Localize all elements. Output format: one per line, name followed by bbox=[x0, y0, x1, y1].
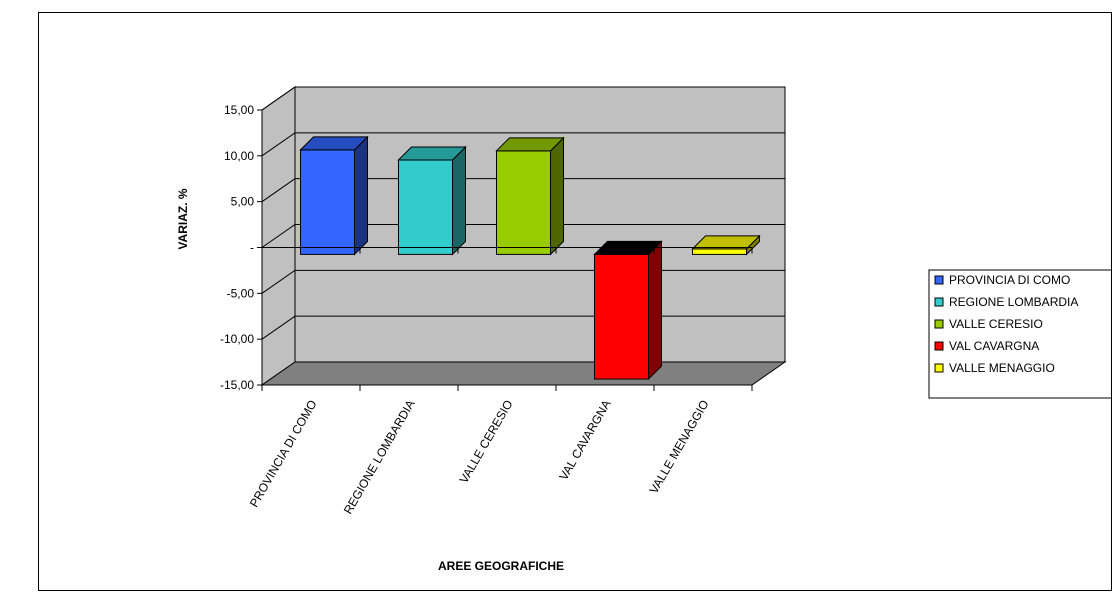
gridline bbox=[261, 178, 785, 203]
legend-item: VALLE MENAGGIO bbox=[934, 361, 1055, 375]
legend-label: REGIONE LOMBARDIA bbox=[949, 295, 1078, 309]
legend: PROVINCIA DI COMO REGIONE LOMBARDIA VALLE … bbox=[928, 269, 1111, 399]
gridline bbox=[261, 86, 785, 111]
legend-label: VALLE CERESIO bbox=[949, 317, 1043, 331]
legend-label: VAL CAVARGNA bbox=[949, 339, 1039, 353]
x-tick-label: PROVINCIA DI COMO bbox=[247, 398, 320, 510]
legend-swatch bbox=[934, 363, 944, 373]
bar-top bbox=[691, 235, 761, 250]
x-tick-label: VAL CAVARGNA bbox=[556, 398, 613, 483]
y-axis-title: VARIAZ. % bbox=[176, 188, 190, 249]
bar-front bbox=[496, 150, 551, 255]
legend-swatch bbox=[934, 319, 944, 329]
legend-swatch bbox=[934, 297, 944, 307]
bar-front bbox=[300, 149, 355, 255]
bar-1 bbox=[299, 135, 369, 256]
floor bbox=[260, 361, 787, 386]
legend-item: VAL CAVARGNA bbox=[934, 339, 1039, 353]
bar-chart: 15,00 10,00 5,00 - -5,00 -10,00 -15,00 PROVINC… bbox=[176, 86, 1111, 573]
legend-swatch bbox=[934, 341, 944, 351]
y-tick-label: -15,00 bbox=[220, 378, 254, 392]
bar-side bbox=[648, 240, 662, 381]
bar-2 bbox=[397, 145, 467, 256]
bar-top bbox=[397, 146, 467, 161]
x-tick-label: VALLE CERESIO bbox=[457, 398, 516, 486]
y-tick-label: 15,00 bbox=[224, 103, 254, 117]
bar-side bbox=[550, 136, 564, 256]
bar-side bbox=[452, 145, 466, 256]
x-tick-label: VALLE MENAGGIO bbox=[647, 398, 712, 497]
bar-top bbox=[299, 136, 369, 151]
bar-front bbox=[692, 248, 747, 255]
axes bbox=[257, 109, 753, 391]
legend-item: VALLE CERESIO bbox=[934, 317, 1043, 331]
legend-item: PROVINCIA DI COMO bbox=[934, 273, 1070, 287]
legend-item: REGIONE LOMBARDIA bbox=[934, 295, 1078, 309]
gridline bbox=[261, 132, 785, 157]
bar-5 bbox=[691, 234, 761, 256]
y-tick-label: 5,00 bbox=[231, 195, 255, 209]
x-axis-title: AREE GEOGRAFICHE bbox=[438, 559, 564, 573]
bars bbox=[299, 135, 761, 381]
y-tick-label: -10,00 bbox=[220, 332, 254, 346]
y-tick-label: - bbox=[250, 241, 254, 255]
bar-3 bbox=[495, 136, 565, 256]
bar-front bbox=[398, 159, 453, 255]
legend-swatch bbox=[934, 275, 944, 285]
bar-front bbox=[594, 253, 649, 380]
y-tick-labels: 15,00 10,00 5,00 - -5,00 -10,00 -15,00 bbox=[220, 103, 254, 392]
x-tick-labels: PROVINCIA DI COMO REGIONE LOMBARDIA VALLE … bbox=[247, 398, 712, 517]
legend-label: VALLE MENAGGIO bbox=[949, 361, 1055, 375]
x-tick-label: REGIONE LOMBARDIA bbox=[341, 398, 418, 517]
legend-box bbox=[928, 269, 1111, 399]
bar-4 bbox=[593, 240, 663, 381]
gridline bbox=[261, 224, 785, 248]
y-tick-label: -5,00 bbox=[227, 286, 255, 300]
bar-top bbox=[495, 137, 565, 152]
y-tick-label: 10,00 bbox=[224, 149, 254, 163]
chart-frame: 15,00 10,00 5,00 - -5,00 -10,00 -15,00 PROVINC… bbox=[38, 12, 1112, 591]
legend-label: PROVINCIA DI COMO bbox=[949, 273, 1070, 287]
bar-side bbox=[354, 135, 368, 256]
